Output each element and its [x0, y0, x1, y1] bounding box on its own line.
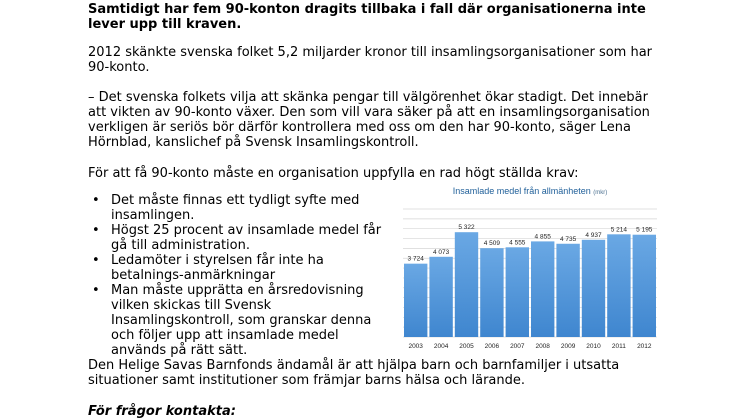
data-label-2010: 4 937 — [585, 232, 602, 239]
bar-2007 — [505, 247, 529, 337]
list-item: • Man måste upprätta en årsredovisning vi… — [92, 283, 392, 358]
data-label-2008: 4 855 — [535, 233, 552, 240]
list-item-text: Det måste finnas ett tydligt syfte med i… — [111, 193, 360, 223]
bar-2009 — [556, 243, 580, 337]
data-label-2009: 4 735 — [560, 236, 577, 243]
chart-title-text: Insamlade medel från allmänheten — [452, 186, 591, 196]
x-tick-label-2012: 2012 — [637, 343, 652, 350]
x-tick-label-2003: 2003 — [408, 343, 423, 350]
bullet-icon: • — [92, 283, 100, 298]
x-tick-label-2005: 2005 — [459, 343, 474, 350]
chart-unit: (mkr) — [593, 190, 608, 196]
data-label-2007: 4 555 — [509, 239, 526, 246]
x-tick-label-2008: 2008 — [535, 343, 550, 350]
data-label-2004: 4 073 — [433, 249, 450, 256]
x-tick-label-2006: 2006 — [485, 343, 500, 350]
list-item-text: Ledamöter i styrelsen får inte ha betaln… — [111, 253, 324, 283]
list-item-text: Högst 25 procent av insamlade medel får … — [111, 223, 382, 253]
donation-paragraph: 2012 skänkte svenska folket 5,2 miljarde… — [88, 45, 653, 75]
bar-2008 — [531, 241, 555, 337]
donations-chart: 3 724 2003 4 073 2004 5 322 2005 4 509 2006 4 55… — [395, 185, 665, 357]
list-item-text: Man måste upprätta en årsredovisning vil… — [111, 283, 372, 358]
x-tick-label-2007: 2007 — [510, 343, 525, 350]
x-tick-label-2011: 2011 — [612, 343, 626, 350]
lead-paragraph: Samtidigt har fem 90-konton dragits till… — [88, 2, 646, 32]
data-label-2012: 5 195 — [636, 227, 653, 234]
list-item: • Det måste finnas ett tydligt syfte med … — [92, 193, 392, 223]
bar-2004 — [429, 256, 453, 337]
bar-2006 — [480, 248, 504, 337]
data-label-2006: 4 509 — [484, 240, 501, 247]
bullet-icon: • — [92, 193, 100, 208]
bar-2003 — [404, 263, 428, 337]
list-item: • Högst 25 procent av insamlade medel får… — [92, 223, 392, 253]
bar-2005 — [454, 232, 479, 337]
chart-canvas: 3 724 2003 4 073 2004 5 322 2005 4 509 2006 4 55… — [403, 208, 657, 350]
data-label-2005: 5 322 — [458, 224, 475, 231]
bar-2011 — [607, 234, 631, 337]
bullet-icon: • — [92, 223, 100, 238]
x-tick-label-2010: 2010 — [586, 343, 601, 350]
x-tick-label-2009: 2009 — [561, 343, 576, 350]
quote-paragraph: – Det svenska folkets vilja att skänka p… — [88, 90, 650, 150]
contact-heading: För frågor kontakta: — [88, 404, 236, 419]
chart-title: Insamlade medel från allmänheten (mkr) — [395, 186, 665, 196]
bullet-icon: • — [92, 253, 100, 268]
foundation-paragraph: Den Helige Savas Barnfonds ändamål är at… — [88, 358, 620, 388]
bar-2010 — [581, 239, 606, 337]
requirements-list: • Det måste finnas ett tydligt syfte med … — [92, 193, 392, 358]
data-label-2011: 5 214 — [611, 226, 628, 233]
data-label-2003: 3 724 — [408, 256, 425, 263]
bar-2012 — [632, 234, 656, 337]
list-item: • Ledamöter i styrelsen får inte ha betal… — [92, 253, 392, 283]
x-tick-label-2004: 2004 — [434, 343, 449, 350]
requirements-intro: För att få 90-konto måste en organisatio… — [88, 166, 579, 181]
